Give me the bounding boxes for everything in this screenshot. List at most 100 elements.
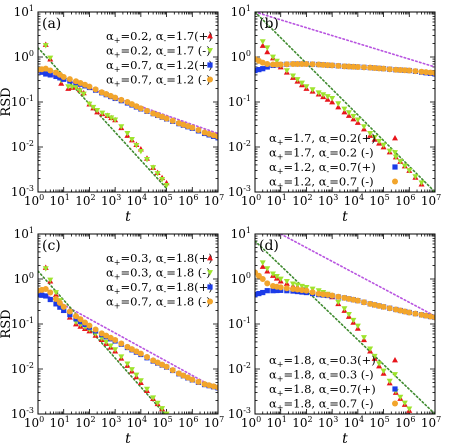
y-tick-label: 100 [231, 49, 251, 64]
data-point [189, 376, 196, 383]
data-point [277, 284, 284, 291]
data-point [42, 285, 49, 292]
legend-entry: α+=1.8, α-=0.3(+) [269, 353, 376, 369]
data-point [118, 96, 125, 103]
data-point [371, 64, 378, 71]
data-point [47, 67, 54, 74]
data-point [392, 66, 399, 73]
data-point [418, 68, 425, 75]
data-point [66, 308, 73, 315]
legend-entry: α+=0.3, α-=1.8(+) [106, 251, 213, 267]
data-point [380, 142, 387, 149]
data-point [335, 62, 342, 69]
y-axis-label: RSD [0, 87, 14, 116]
data-point [350, 317, 357, 324]
data-point [354, 117, 361, 123]
data-point [427, 69, 434, 76]
data-point [260, 289, 266, 296]
data-point [159, 177, 166, 183]
x-tick-label: 102 [292, 415, 312, 430]
x-tick-label: 107 [421, 415, 441, 430]
data-point [350, 296, 357, 303]
data-point [298, 80, 305, 87]
data-point [154, 359, 161, 366]
legend-marker [392, 135, 398, 141]
data-point [269, 271, 276, 277]
x-tick-label: 100 [24, 193, 44, 208]
data-point [345, 295, 352, 302]
data-point [128, 101, 135, 108]
data-point [163, 183, 170, 189]
legend-entry: α+=1.7, α-=0.2 (-) [269, 146, 374, 162]
data-point [124, 343, 131, 350]
data-point [401, 400, 408, 407]
data-point [371, 134, 378, 141]
data-point [427, 313, 434, 320]
legend: α+=1.7, α-=0.2(+)α+=1.7, α-=0.2 (-)α+=1.… [269, 131, 398, 191]
data-point [180, 372, 187, 379]
data-point [350, 113, 357, 120]
data-point [92, 86, 99, 93]
data-point [133, 103, 140, 110]
data-point [143, 107, 150, 114]
panel-d: 100 101 102 103 104 105 106 107 10-3 10-2 10-1 100 1… [228, 226, 441, 447]
data-point [103, 332, 110, 339]
data-point [259, 276, 266, 282]
data-point [42, 266, 49, 272]
legend-marker [207, 298, 213, 305]
data-point [259, 42, 266, 48]
x-tick-label: 100 [241, 415, 261, 430]
data-point [86, 101, 93, 108]
x-tick-label: 103 [318, 415, 338, 430]
data-point [269, 54, 276, 60]
data-point [380, 303, 387, 310]
legend-entry: α+=1.8, α-=0.7 (-) [269, 397, 374, 413]
data-point [298, 60, 305, 67]
legend: α+=0.2, α-=1.7(+)α+=0.2, α-=1.7 (-)α+=0.… [106, 29, 213, 89]
data-point [376, 361, 383, 367]
data-point [270, 288, 276, 294]
data-point [98, 335, 105, 342]
data-point [124, 99, 131, 105]
data-point [259, 263, 266, 269]
data-point [133, 348, 140, 355]
data-point [60, 73, 67, 80]
data-point [335, 299, 342, 306]
x-tick-label: 102 [292, 193, 312, 208]
y-tick-label: 101 [14, 226, 34, 241]
x-tick-label: 104 [127, 415, 147, 430]
legend-entry: α+=0.2, α-=1.7(+) [106, 29, 213, 45]
x-tick-label: 106 [395, 415, 415, 430]
data-point [98, 330, 105, 337]
data-point [397, 307, 404, 314]
data-point [324, 94, 331, 100]
legend: α+=0.3, α-=1.8(+)α+=0.3, α-=1.8 (-)α+=0.… [106, 251, 213, 311]
data-point [118, 124, 125, 130]
legend-entry: α+=0.7, α-=1.8(+) [106, 280, 213, 296]
legend-marker [392, 372, 398, 378]
panel-label: (d) [259, 238, 279, 254]
data-point [206, 382, 213, 389]
data-point [169, 117, 176, 124]
legend-entry: α+=0.7, α-=1.2 (-) [106, 73, 211, 89]
x-tick-label: 107 [204, 415, 224, 430]
data-point [376, 138, 383, 145]
data-point [124, 131, 131, 137]
y-tick-label: 100 [14, 271, 34, 286]
data-point [184, 374, 191, 381]
data-point [345, 63, 352, 70]
y-tick-label: 10-1 [228, 316, 251, 331]
data-point [118, 340, 125, 347]
legend-marker [392, 357, 398, 363]
data-point [143, 157, 150, 163]
data-point [56, 299, 63, 306]
data-point [406, 309, 413, 316]
data-point [298, 287, 305, 294]
data-point [52, 295, 59, 302]
legend-entry: α+=1.2, α-=0.7(+) [269, 160, 376, 176]
data-point [354, 63, 361, 70]
data-point [81, 319, 88, 326]
data-point [289, 285, 296, 292]
data-point [386, 305, 393, 312]
data-point [423, 312, 430, 319]
